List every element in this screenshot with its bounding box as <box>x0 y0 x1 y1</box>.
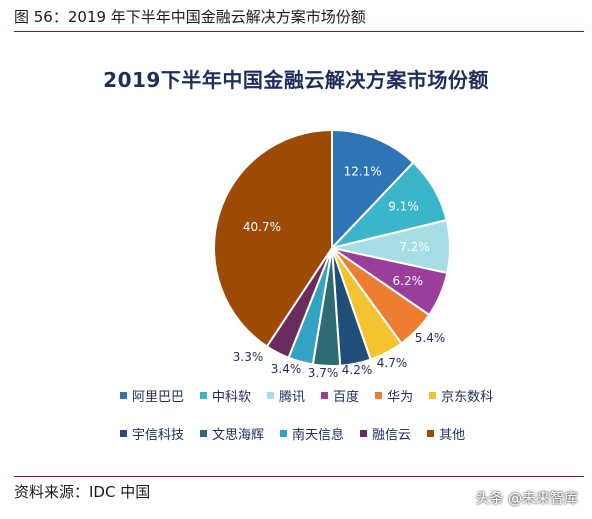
legend-swatch <box>375 391 383 399</box>
source-note: 资料来源：IDC 中国 <box>14 476 584 502</box>
slice-label-百度: 6.2% <box>393 274 424 288</box>
legend-label: 京东数科 <box>441 389 494 405</box>
slice-label-京东数科: 4.7% <box>377 356 408 370</box>
legend-item-华为: 华为 <box>375 386 414 405</box>
legend-item-中科软: 中科软 <box>200 386 252 405</box>
legend-swatch <box>321 391 329 399</box>
legend-item-文思海辉: 文思海辉 <box>200 424 265 443</box>
pie-slice-阿里巴巴 <box>331 128 415 251</box>
legend-label: 宇信科技 <box>132 427 185 443</box>
legend-label: 融信云 <box>372 427 412 443</box>
legend-label: 华为 <box>387 389 414 405</box>
chart-title: 2019下半年中国金融云解决方案市场份额 <box>103 68 489 92</box>
legend-label: 中科软 <box>212 389 252 405</box>
slice-label-宇信科技: 4.2% <box>342 363 373 377</box>
slice-label-其他: 40.7% <box>243 220 281 234</box>
watermark: 头条 @未来智库 <box>475 491 578 507</box>
slice-label-腾讯: 7.2% <box>399 240 430 254</box>
legend-swatch <box>120 391 127 399</box>
legend-swatch <box>429 391 437 399</box>
legend-swatch <box>280 429 288 437</box>
figure-caption: 图 56：2019 年下半年中国金融云解决方案市场份额 <box>14 6 584 32</box>
legend-item-腾讯: 腾讯 <box>267 386 306 405</box>
legend-item-京东数科: 京东数科 <box>429 386 494 405</box>
legend-label: 百度 <box>333 389 360 405</box>
legend-item-阿里巴巴: 阿里巴巴 <box>120 386 185 405</box>
legend-label: 文思海辉 <box>212 427 265 443</box>
pie-slice-其他 <box>213 128 333 348</box>
legend-swatch <box>200 429 208 437</box>
slice-label-融信云: 3.3% <box>233 350 264 364</box>
legend-label: 南天信息 <box>292 427 345 443</box>
legend-label: 其他 <box>439 427 466 443</box>
slice-label-阿里巴巴: 12.1% <box>344 164 382 178</box>
slice-label-南天信息: 3.4% <box>271 362 302 376</box>
legend-item-其他: 其他 <box>427 424 466 443</box>
legend-swatch <box>120 429 127 437</box>
legend-item-宇信科技: 宇信科技 <box>120 424 185 443</box>
legend-swatch <box>360 429 368 437</box>
legend-swatch <box>267 391 275 399</box>
legend-item-百度: 百度 <box>321 386 360 405</box>
legend-label: 腾讯 <box>279 389 306 405</box>
legend-item-融信云: 融信云 <box>360 424 412 443</box>
slice-label-文思海辉: 3.7% <box>308 366 339 380</box>
legend-label: 阿里巴巴 <box>132 389 185 405</box>
legend-swatch <box>427 429 435 437</box>
slice-label-中科软: 9.1% <box>388 200 419 214</box>
legend-item-南天信息: 南天信息 <box>280 424 345 443</box>
legend: 阿里巴巴 中科软 腾讯 百度 华为 京东数科宇信科技 文思海辉 南天信息 融信云 其他 <box>120 386 560 443</box>
slice-label-华为: 5.4% <box>415 331 446 345</box>
legend-swatch <box>200 391 208 399</box>
